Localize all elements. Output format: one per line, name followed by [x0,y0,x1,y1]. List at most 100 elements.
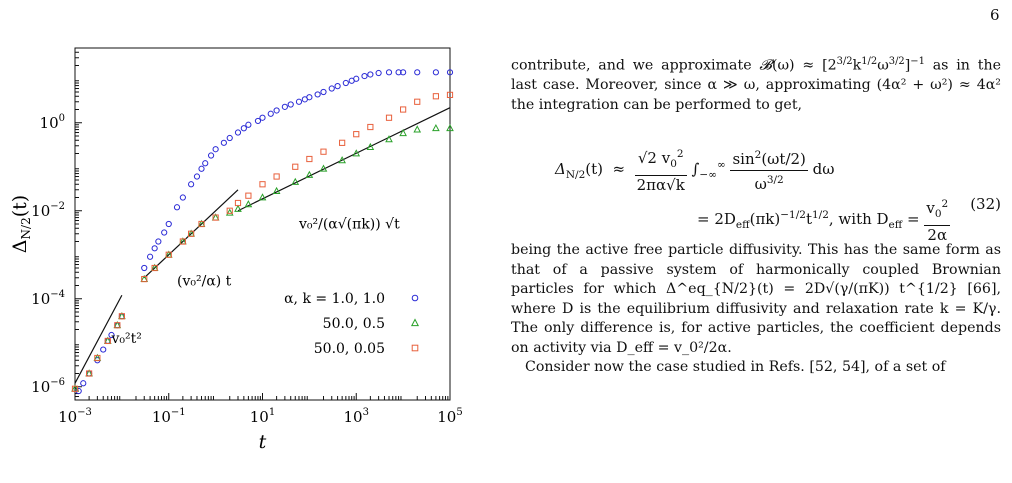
text-column: contribute, and we approximate 𝓑(ω) ≈ [2… [511,52,1001,378]
legend-marker [411,344,419,352]
data-point-square [94,354,101,362]
data-point-circle [361,72,368,80]
x-tick-label: 101 [250,407,275,426]
data-point-square [141,275,148,283]
data-point-square [432,93,439,100]
data-point-circle [173,204,181,211]
data-point-circle [306,94,313,101]
data-point-square [226,207,233,214]
data-point-circle [342,79,349,87]
data-point-triangle [385,135,393,143]
data-point-square [446,91,454,98]
data-point-square [118,313,125,320]
data-point-circle [259,114,266,121]
data-point-square [339,139,346,146]
y-tick-label: 10−2 [31,201,65,220]
data-point-square [179,238,186,245]
annotation-ballistic: v₀²t² [110,331,141,347]
log-log-plot: 10−3 10−1 101 103 105 10−6 10−4 10−2 100 t ΔN/2(t)… [9,47,463,453]
data-point-circle [267,110,274,117]
data-point-square [71,385,79,392]
data-point-circle [375,69,382,77]
data-point-circle [179,194,186,201]
data-point-circle [353,75,360,82]
equation-line-2: = 2Deff(πk)−1/2t1/2, with Deff = v02 2α [697,195,951,245]
legend-label: 50.0, 0.5 [323,316,385,332]
data-point-square [188,230,195,237]
data-point-square [385,114,393,121]
data-point-circle [100,346,107,353]
data-point-circle [226,134,233,142]
data-point-circle [314,91,321,98]
data-point-square [320,148,327,155]
data-point-circle [320,88,327,96]
paragraph-2: being the active free particle diffusivi… [511,242,1001,356]
data-point-triangle [446,123,454,132]
data-point-triangle [305,170,314,178]
x-axis-label: t [259,431,267,453]
data-point-square [114,322,121,329]
data-point-triangle [366,142,375,150]
data-point-circle [414,69,421,76]
equation-number: (32) [970,195,1001,214]
data-point-circle [254,117,262,125]
fit-line-sqrt [237,107,451,212]
data-point-triangle [399,128,407,137]
x-tick-label: 10−1 [152,407,186,426]
data-point-square [151,264,158,272]
equation-line-1: ΔN/2(t) ≈ √2 v02 2πα√k ∫−∞∞ sin2(ωt/2) ω3/… [555,145,835,195]
data-point-triangle [319,164,328,172]
data-point-circle [400,69,407,76]
x-tick-label: 10−3 [58,407,92,426]
legend-marker [410,318,420,327]
data-point-square [400,106,407,113]
data-point-triangle [352,149,361,157]
data-point-square [234,199,242,207]
data-point-triangle [225,208,234,216]
y-axis-label: ΔN/2(t) [9,195,33,253]
data-point-square [367,123,374,131]
legend-marker [411,294,419,302]
data-point-triangle [338,156,346,164]
legend-label: α, k = 1.0, 1.0 [284,291,385,307]
data-point-square [414,98,421,105]
data-point-triangle [258,193,267,201]
data-point-square [86,370,93,377]
data-point-circle [295,98,303,105]
legend-label: 50.0, 0.05 [314,341,385,357]
x-tick-label: 103 [344,407,369,426]
data-point-circle [193,173,201,180]
data-point-square [306,155,313,163]
data-point-circle [108,331,115,339]
data-point-circle [446,69,454,76]
data-point-circle [165,220,172,228]
data-point-triangle [413,125,422,133]
data-point-circle [161,229,168,236]
data-point-circle [155,238,162,245]
data-point-circle [432,69,439,76]
data-point-triangle [272,186,281,194]
data-point-square [273,173,280,180]
y-tick-label: 100 [40,113,65,132]
fit-line-linear [143,189,239,279]
data-point-circle [385,69,393,76]
data-point-circle [146,253,154,260]
data-point-circle [234,129,242,136]
data-point-circle [198,165,205,172]
data-point-circle [334,83,341,90]
data-point-square [104,337,111,345]
data-point-circle [287,101,294,108]
data-point-circle [367,71,374,78]
figure-chart: 10−3 10−1 101 103 105 10−6 10−4 10−2 100 t ΔN/2(t)… [0,0,500,483]
data-point-square [245,192,252,199]
data-point-triangle [234,204,242,212]
data-point-square [165,251,172,258]
data-point-triangle [432,123,440,132]
data-point-circle [245,121,252,128]
x-tick-label: 105 [437,407,462,426]
data-point-square [212,214,219,221]
data-point-circle [395,69,402,76]
data-point-circle [141,264,148,272]
data-point-circle [240,125,247,132]
fit-line-ballistic [74,294,123,384]
